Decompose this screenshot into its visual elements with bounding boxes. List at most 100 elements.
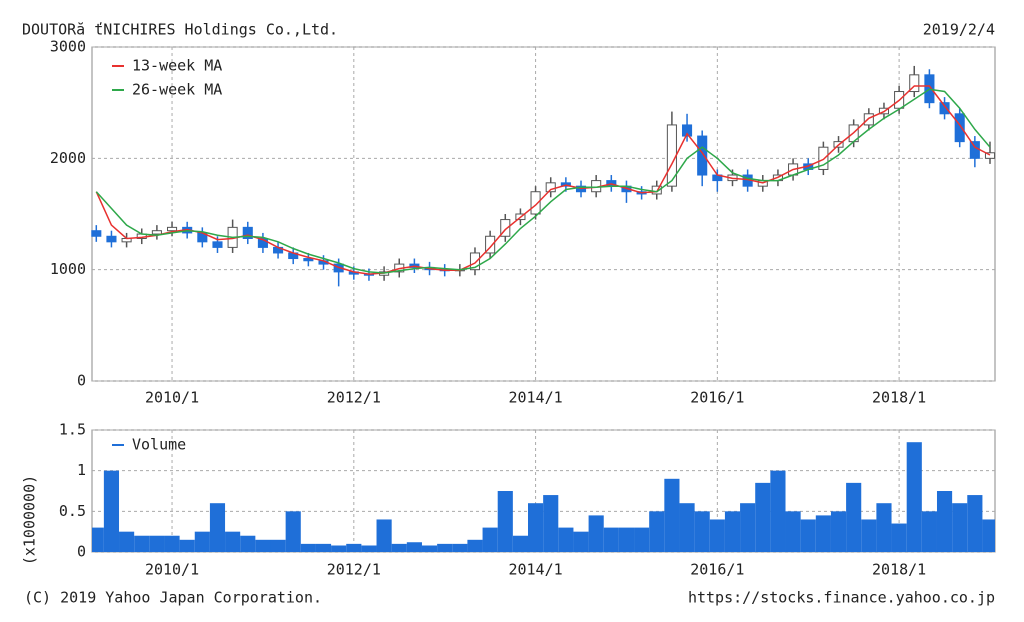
volume-bar xyxy=(649,511,665,552)
volume-bar xyxy=(315,543,332,552)
y-tick-label: 0 xyxy=(77,543,86,561)
y-tick-label: 1.5 xyxy=(59,421,86,439)
x-tick-label: 2016/1 xyxy=(690,561,744,579)
legend-label: 26-week MA xyxy=(132,81,222,99)
y-tick-label: 1 xyxy=(77,461,86,479)
candle-body xyxy=(530,191,541,215)
volume-bar xyxy=(103,470,120,552)
y-tick-label: 3000 xyxy=(50,38,86,56)
candle-body xyxy=(939,102,950,115)
copyright: (C) 2019 Yahoo Japan Corporation. xyxy=(24,589,322,607)
volume-bar xyxy=(497,491,513,552)
x-tick-label: 2016/1 xyxy=(690,389,744,407)
source: https://stocks.finance.yahoo.co.jp xyxy=(688,589,995,607)
volume-bar xyxy=(467,539,483,552)
volume-bar xyxy=(194,531,210,552)
y-tick-label: 0 xyxy=(77,372,86,390)
volume-bar xyxy=(437,543,453,552)
volume-bar xyxy=(391,543,407,552)
volume-bar xyxy=(664,478,680,552)
candle-body xyxy=(863,113,874,126)
volume-bar xyxy=(331,545,347,552)
y-tick-label: 0.5 xyxy=(59,502,86,520)
candle-body xyxy=(909,74,920,93)
volume-bar xyxy=(300,543,316,552)
volume-bar xyxy=(952,503,968,552)
volume-bar xyxy=(543,495,559,552)
volume-bar xyxy=(92,527,104,552)
candle-body xyxy=(212,241,223,248)
y-tick-label: 1000 xyxy=(50,260,86,278)
x-tick-label: 2012/1 xyxy=(327,389,381,407)
volume-bar xyxy=(270,539,286,552)
volume-bar xyxy=(225,531,241,552)
volume-bar xyxy=(846,482,862,552)
plot-frame xyxy=(91,46,996,382)
x-tick-label: 2010/1 xyxy=(145,561,199,579)
candle-body xyxy=(166,226,178,232)
y-axis-label: (x1000000) xyxy=(21,475,39,565)
candle-body xyxy=(969,141,980,159)
candle-body xyxy=(818,146,829,170)
x-tick-label: 2018/1 xyxy=(872,561,926,579)
x-tick-label: 2014/1 xyxy=(508,389,562,407)
candle-body xyxy=(682,124,693,137)
x-tick-label: 2018/1 xyxy=(872,389,926,407)
candle-body xyxy=(545,182,556,193)
volume-bar xyxy=(694,511,710,552)
volume-bar xyxy=(255,539,271,552)
x-tick-label: 2014/1 xyxy=(508,561,562,579)
volume-bar xyxy=(285,511,301,552)
candle-body xyxy=(91,230,102,237)
volume-bar xyxy=(149,535,165,552)
volume-bar xyxy=(134,535,150,552)
chart-date: 2019/2/4 xyxy=(923,21,995,39)
candle-body xyxy=(257,237,268,248)
volume-bar xyxy=(709,519,725,552)
x-tick-label: 2010/1 xyxy=(145,389,199,407)
volume-bar xyxy=(755,482,771,552)
candle-body xyxy=(697,135,708,176)
volume-bar xyxy=(119,531,135,552)
volume-bar xyxy=(421,545,438,552)
candle-body xyxy=(151,230,162,235)
volume-bar xyxy=(618,527,635,552)
volume-bar xyxy=(679,503,695,552)
legend-label: Volume xyxy=(132,436,186,454)
candle-body xyxy=(242,226,253,239)
volume-bar xyxy=(921,511,937,552)
volume-bar xyxy=(634,527,650,552)
volume-bar xyxy=(982,519,995,552)
volume-bar xyxy=(815,515,831,552)
volume-bar xyxy=(406,542,422,552)
volume-bar xyxy=(724,511,741,552)
x-tick-label: 2012/1 xyxy=(327,561,381,579)
volume-bar xyxy=(209,503,226,552)
volume-bar xyxy=(603,527,619,552)
volume-bar xyxy=(906,442,922,552)
volume-bar xyxy=(770,470,786,552)
volume-bar xyxy=(830,511,847,552)
candle-body xyxy=(954,113,965,143)
volume-bar xyxy=(361,545,377,552)
legend-label: 13-week MA xyxy=(132,57,222,75)
volume-bar xyxy=(861,519,877,552)
volume-bar xyxy=(346,543,362,552)
volume-bar xyxy=(588,515,604,552)
candle-body xyxy=(984,152,996,159)
volume-bar xyxy=(512,535,529,552)
volume-bar xyxy=(891,523,907,552)
volume-bar xyxy=(876,503,892,552)
volume-bar xyxy=(240,535,256,552)
candle-body xyxy=(485,235,496,254)
y-tick-label: 2000 xyxy=(50,149,86,167)
volume-bar xyxy=(936,491,953,552)
volume-bar xyxy=(376,519,392,552)
volume-bar xyxy=(800,519,816,552)
volume-bar xyxy=(573,531,589,552)
volume-bar xyxy=(164,535,180,552)
chart-title: DOUTORă ťNICHIRES Holdings Co.,Ltd. xyxy=(22,21,338,39)
volume-bar xyxy=(179,539,195,552)
candle-body xyxy=(303,258,314,262)
candle-body xyxy=(500,219,511,237)
